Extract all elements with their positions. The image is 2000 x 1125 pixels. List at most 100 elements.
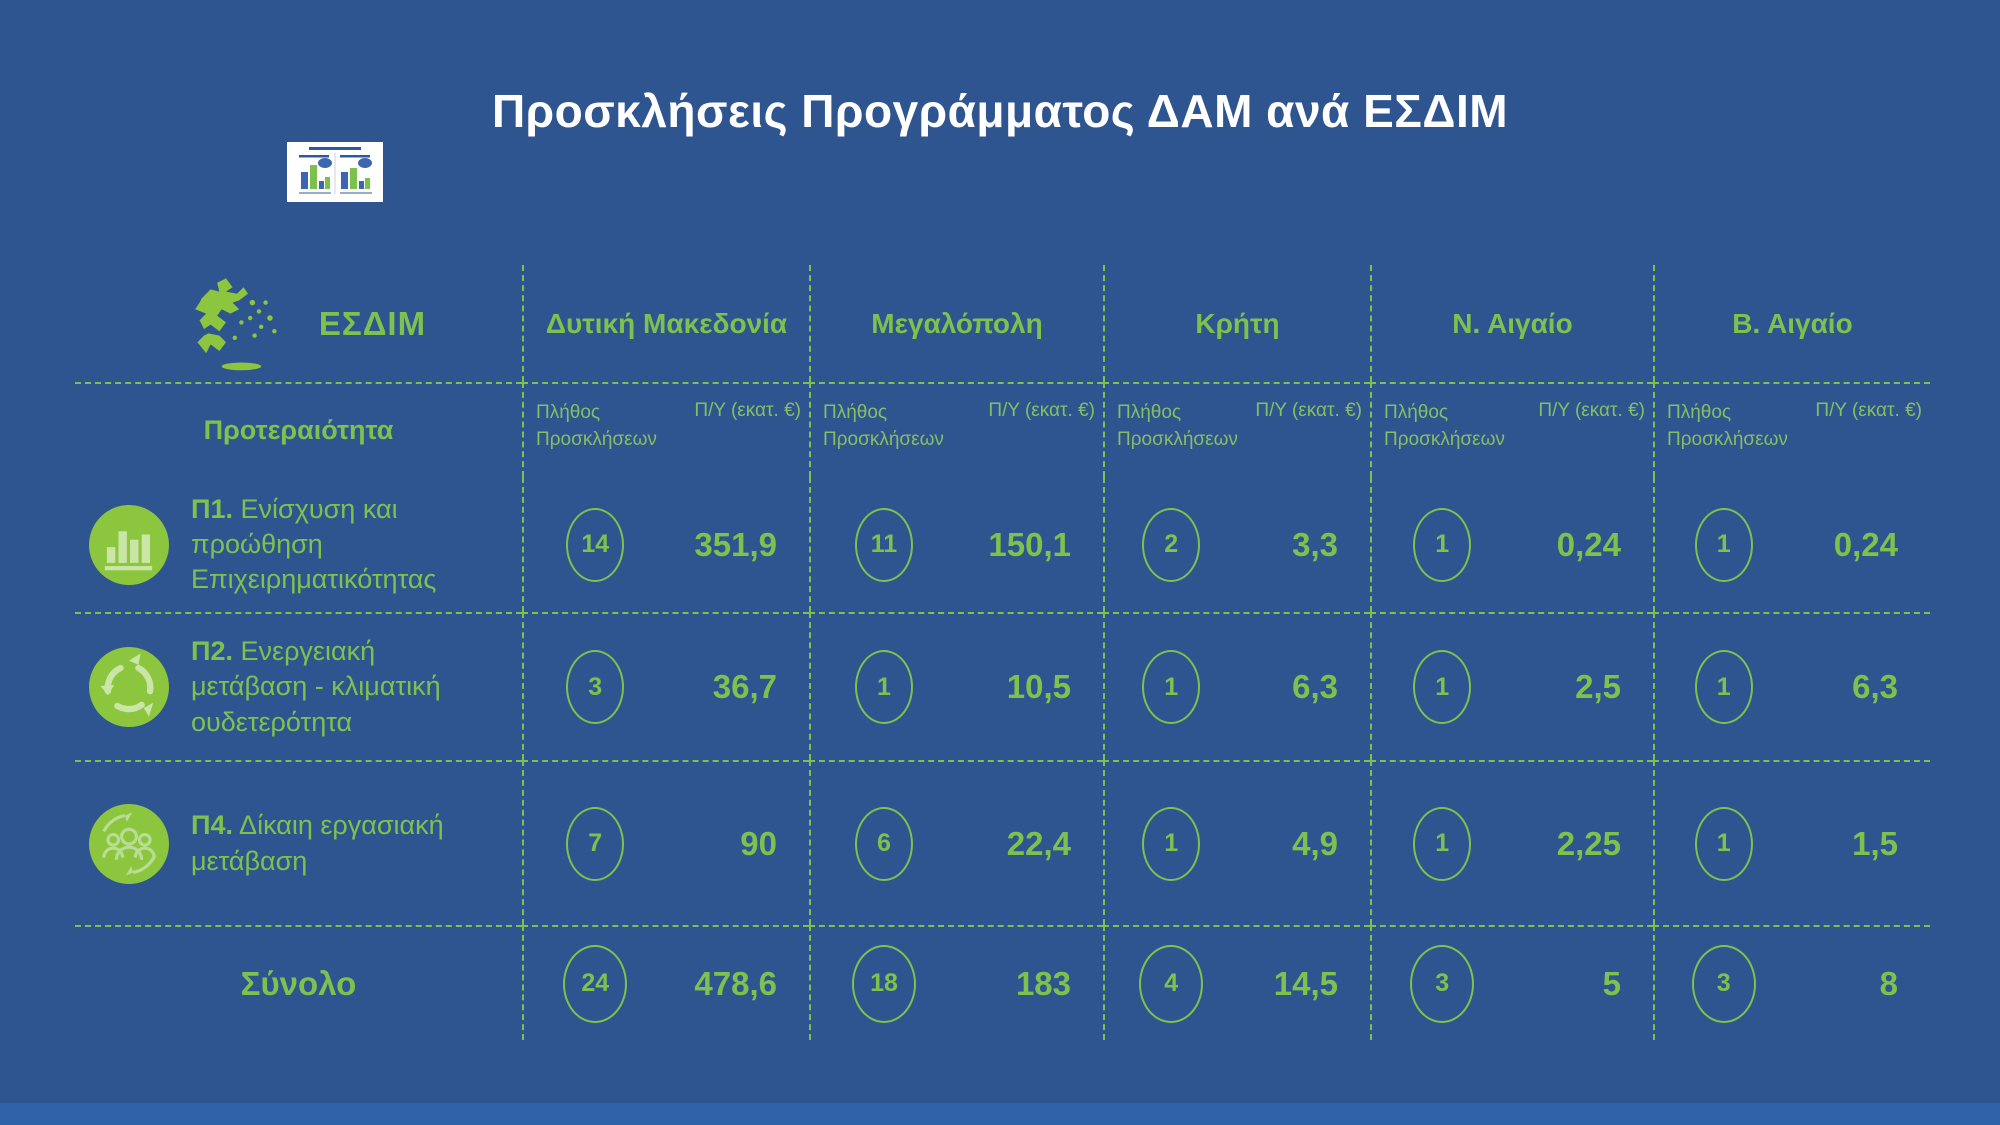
table-cell: 2 3,3 — [1103, 477, 1370, 612]
priority-code: Π4. — [191, 810, 234, 841]
budget-value: 36,7 — [712, 668, 777, 705]
table-cell: 1 6,3 — [1103, 612, 1370, 760]
count-badge: 1 — [1694, 507, 1753, 582]
budget-value: 2,25 — [1556, 824, 1621, 862]
table-cell: 7 90 — [522, 760, 809, 925]
corner-label: ΕΣΔΙΜ — [318, 304, 427, 342]
budget-header: Π/Υ (εκατ. €) — [694, 400, 801, 421]
budget-value: 22,4 — [1006, 824, 1071, 862]
budget-value: 3,3 — [1292, 525, 1338, 563]
budget-value: 351,9 — [694, 525, 777, 563]
table-cell: 1 2,25 — [1370, 760, 1653, 925]
count-value: 3 — [1435, 969, 1450, 997]
table-cell: 1 0,24 — [1370, 477, 1653, 612]
count-value: 6 — [877, 829, 891, 857]
count-badge: 1 — [1694, 650, 1753, 724]
count-value: 24 — [581, 969, 610, 997]
priority-text: Ενίσχυση και προώθηση Επιχειρηματικότητα… — [191, 493, 437, 595]
budget-header: Π/Υ (εκατ. €) — [988, 400, 1095, 421]
budget-value: 14,5 — [1273, 964, 1338, 1002]
budget-value: 8 — [1879, 964, 1898, 1002]
region-header: Ν. Αιγαίο — [1370, 265, 1653, 382]
table-cell: 3 36,7 — [522, 612, 809, 760]
budget-header: Π/Υ (εκατ. €) — [1538, 400, 1645, 421]
data-table: ΕΣΔΙΜ Δυτική Μακεδονία Μεγαλόπολη Κρήτη … — [75, 265, 1930, 1040]
count-badge: 2 — [1142, 507, 1201, 582]
count-header: Πλήθος Προσκλήσεων — [1117, 402, 1238, 450]
budget-value: 1,5 — [1852, 824, 1898, 862]
count-badge: 18 — [852, 944, 916, 1023]
budget-value: 5 — [1602, 964, 1621, 1002]
count-badge: 1 — [1413, 650, 1472, 724]
table-cell: 14 351,9 — [522, 477, 809, 612]
count-value: 1 — [1435, 672, 1450, 701]
priority-row-label: Π2. Ενεργειακή μετάβαση - κλιματική ουδε… — [75, 612, 522, 760]
count-badge: 1 — [1413, 806, 1472, 881]
count-badge: 11 — [855, 507, 913, 582]
priority-row-label: Π4. Δίκαιη εργασιακή μετάβαση — [75, 760, 522, 925]
total-row-label: Σύνολο — [75, 925, 522, 1040]
slide-thumbnail-icon — [287, 142, 383, 202]
count-badge: 3 — [1410, 944, 1475, 1023]
table-cell: 6 22,4 — [809, 760, 1103, 925]
subheader-cell: Πλήθος Προσκλήσεων Π/Υ (εκατ. €) — [1103, 382, 1370, 477]
budget-value: 0,24 — [1833, 525, 1898, 563]
count-value: 1 — [1716, 530, 1731, 558]
count-badge: 7 — [566, 806, 625, 881]
count-value: 4 — [1164, 969, 1179, 997]
priority-text: Ενεργειακή μετάβαση - κλιματική ουδετερό… — [191, 636, 441, 737]
greece-map-icon — [171, 274, 303, 374]
table-cell: 11 150,1 — [809, 477, 1103, 612]
budget-value: 2,5 — [1575, 668, 1621, 705]
count-badge: 1 — [855, 650, 913, 724]
count-badge: 6 — [855, 806, 913, 881]
count-value: 1 — [1716, 829, 1731, 857]
table-cell: 1 0,24 — [1653, 477, 1930, 612]
subheader-cell: Πλήθος Προσκλήσεων Π/Υ (εκατ. €) — [1653, 382, 1930, 477]
total-cell: 24 478,6 — [522, 925, 809, 1040]
budget-value: 10,5 — [1006, 668, 1071, 705]
priority-code: Π2. — [191, 636, 234, 667]
count-header: Πλήθος Προσκλήσεων — [536, 402, 657, 450]
count-badge: 1 — [1694, 806, 1753, 881]
count-badge: 4 — [1139, 944, 1204, 1023]
subheader-cell: Πλήθος Προσκλήσεων Π/Υ (εκατ. €) — [809, 382, 1103, 477]
budget-value: 6,3 — [1292, 668, 1338, 705]
count-badge: 14 — [566, 507, 625, 582]
total-cell: 18 183 — [809, 925, 1103, 1040]
total-cell: 3 5 — [1370, 925, 1653, 1040]
count-header: Πλήθος Προσκλήσεων — [1384, 402, 1505, 450]
priority-row-label: Π1. Ενίσχυση και προώθηση Επιχειρηματικό… — [75, 477, 522, 612]
region-header: Β. Αιγαίο — [1653, 265, 1930, 382]
count-header: Πλήθος Προσκλήσεων — [823, 402, 944, 450]
table-cell: 1 2,5 — [1370, 612, 1653, 760]
priority-label-text: Π1. Ενίσχυση και προώθηση Επιχειρηματικό… — [191, 492, 491, 597]
count-badge: 1 — [1142, 806, 1201, 881]
total-cell: 4 14,5 — [1103, 925, 1370, 1040]
count-value: 1 — [877, 672, 891, 701]
count-value: 1 — [1164, 672, 1179, 701]
table-cell: 1 4,9 — [1103, 760, 1370, 925]
region-header: Μεγαλόπολη — [809, 265, 1103, 382]
budget-value: 6,3 — [1852, 668, 1898, 705]
table-cell: 1 1,5 — [1653, 760, 1930, 925]
priority-code: Π1. — [191, 493, 234, 524]
budget-value: 4,9 — [1292, 824, 1338, 862]
count-value: 2 — [1164, 530, 1179, 558]
count-value: 11 — [870, 530, 898, 558]
page-title: Προσκλήσεις Προγράμματος ΔΑΜ ανά ΕΣΔΙΜ — [491, 85, 1509, 137]
recycle-icon — [89, 647, 169, 727]
priority-header: Προτεραιότητα — [75, 382, 522, 477]
count-badge: 3 — [1691, 944, 1756, 1023]
count-value: 1 — [1435, 530, 1450, 558]
count-value: 18 — [870, 969, 898, 997]
count-value: 1 — [1435, 829, 1450, 857]
count-value: 3 — [1716, 969, 1731, 997]
footer-strip — [0, 1103, 2000, 1125]
budget-value: 0,24 — [1556, 525, 1621, 563]
count-value: 14 — [581, 530, 610, 558]
count-badge: 3 — [566, 650, 625, 724]
count-badge: 24 — [563, 944, 628, 1023]
count-badge: 1 — [1413, 507, 1472, 582]
